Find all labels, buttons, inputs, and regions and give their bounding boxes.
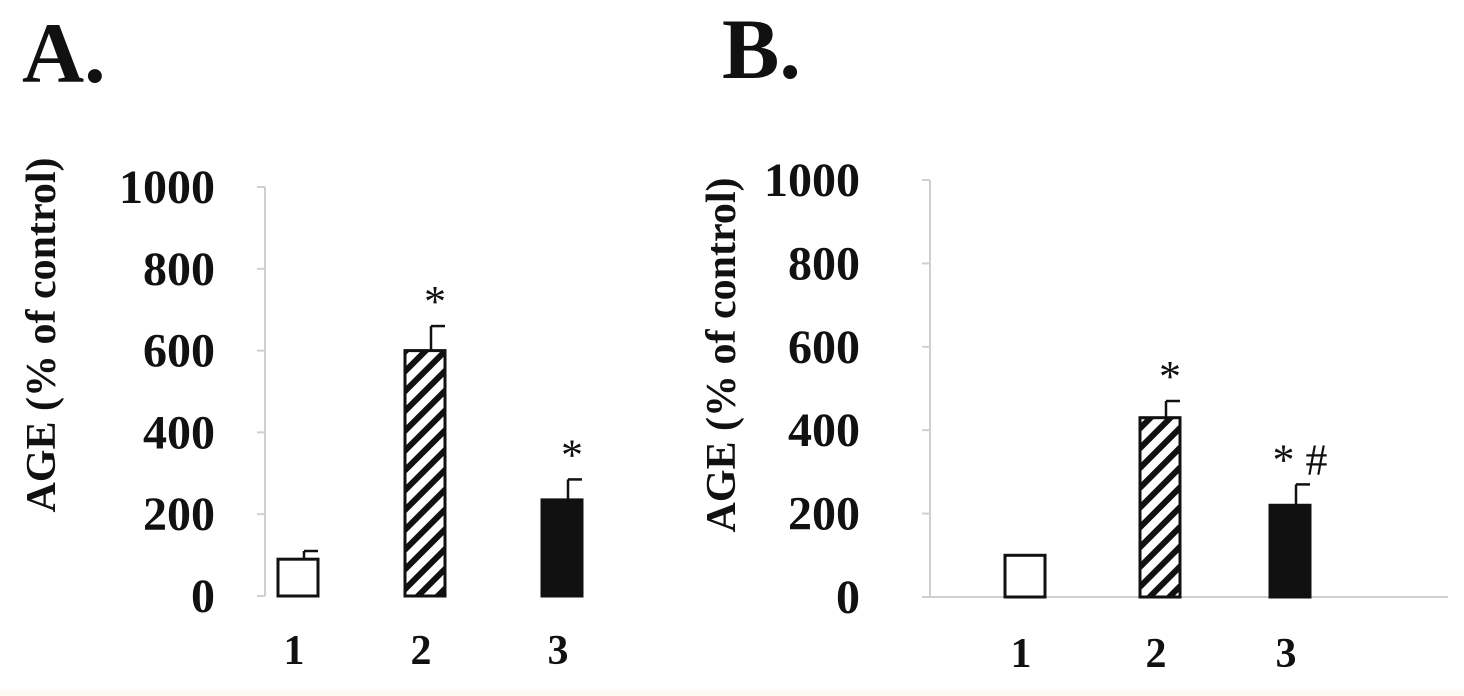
y-tick-label: 800 — [143, 243, 215, 296]
bar-2 — [403, 349, 447, 598]
panel-a: A. AGE (% of control) 0 200 400 600 800 1000 1 * 2… — [19, 5, 584, 674]
x-tick-label: 2 — [411, 628, 432, 674]
significance-marker: * # — [1273, 435, 1328, 484]
y-tick-label: 0 — [836, 571, 860, 624]
y-tick-label: 1000 — [119, 161, 215, 214]
bar-1 — [276, 557, 320, 598]
bar-1 — [1003, 553, 1047, 599]
significance-marker: * — [424, 277, 446, 326]
y-tick-label: 400 — [143, 406, 215, 459]
bar-3 — [540, 498, 584, 598]
bar-3 — [1268, 503, 1312, 599]
y-tick-label: 800 — [788, 237, 860, 290]
x-tick-label: 1 — [284, 628, 305, 674]
panel-label: A. — [22, 5, 106, 101]
y-tick-label: 200 — [143, 488, 215, 541]
x-tick-label: 3 — [548, 628, 569, 674]
y-axis-label: AGE (% of control) — [699, 177, 745, 532]
significance-marker: * — [1159, 352, 1181, 401]
panel-b: B. AGE (% of control) 0 200 400 600 800 1000 1 * 2… — [699, 1, 1448, 677]
y-tick-label: 1000 — [764, 154, 860, 207]
bar-2 — [1138, 416, 1182, 599]
y-tick-label: 400 — [788, 404, 860, 457]
y-tick-label: 600 — [143, 325, 215, 378]
y-axis-label: AGE (% of control) — [19, 157, 65, 512]
y-tick-label: 0 — [191, 570, 215, 623]
y-tick-label: 600 — [788, 321, 860, 374]
significance-marker: * — [561, 430, 583, 479]
x-tick-label: 3 — [1276, 631, 1297, 677]
x-tick-label: 2 — [1146, 631, 1167, 677]
y-tick-label: 200 — [788, 488, 860, 541]
x-tick-label: 1 — [1011, 631, 1032, 677]
panel-label: B. — [722, 1, 801, 97]
